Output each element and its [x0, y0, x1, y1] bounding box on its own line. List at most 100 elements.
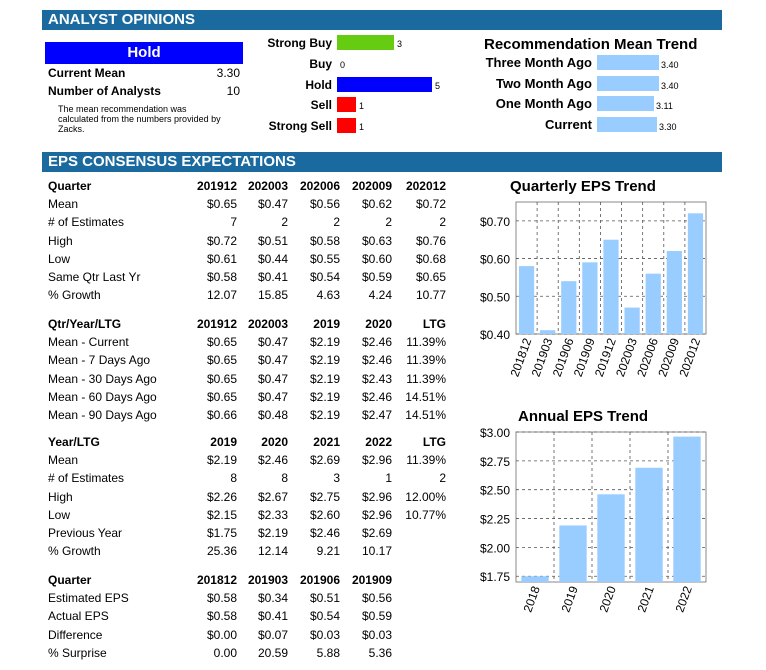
table-cell: 5.88 [316, 646, 340, 660]
table-cell: 5.36 [368, 646, 392, 660]
rec-count: 1 [359, 122, 365, 132]
table-cell: $0.65 [206, 372, 237, 386]
table-header-cell: 202006 [299, 179, 340, 193]
table-cell: $0.34 [257, 591, 288, 605]
x-tick-label: 2019 [559, 584, 581, 614]
trend-label: Two Month Ago [495, 76, 592, 91]
bar [559, 525, 587, 582]
table-cell: $2.19 [257, 526, 288, 540]
table-cell: $0.72 [206, 234, 237, 248]
table-cell: $0.56 [309, 197, 340, 211]
bar [518, 266, 535, 334]
trend-label: Current [545, 117, 592, 132]
bar [635, 467, 663, 582]
table-cell: $2.96 [361, 490, 392, 504]
rec-count: 0 [340, 60, 346, 70]
table-cell: $2.75 [309, 490, 340, 504]
table-row-label: Low [48, 252, 71, 266]
table-cell: 10.77% [405, 508, 446, 522]
table-cell: 11.39% [406, 372, 446, 386]
table-cell: $2.33 [257, 508, 288, 522]
table-cell: $0.62 [361, 197, 392, 211]
rec-bar [337, 35, 394, 50]
table-header-cell: 2019 [210, 435, 237, 449]
x-tick-label: 2021 [635, 584, 657, 614]
table-cell: $0.65 [206, 353, 237, 367]
trend-bar [597, 96, 654, 111]
table-header-cell: 2022 [365, 435, 392, 449]
table-cell: 7 [230, 215, 237, 229]
rec-bar [337, 118, 356, 133]
rec-count: 3 [397, 39, 403, 49]
table-cell: $2.47 [361, 408, 392, 422]
table-cell: $0.44 [257, 252, 288, 266]
table-row-label: # of Estimates [48, 215, 125, 229]
table-header-cell: 202003 [247, 317, 288, 331]
table-cell: $0.66 [206, 408, 237, 422]
table-cell: $2.96 [361, 453, 392, 467]
table-header-cell: Quarter [48, 179, 92, 193]
table-cell: $2.19 [309, 335, 340, 349]
rec-count: 1 [359, 101, 365, 111]
table-cell: $0.48 [257, 408, 288, 422]
table-row-label: Mean [48, 197, 79, 211]
table-header-cell: 2021 [313, 435, 340, 449]
table-cell: $0.41 [257, 609, 288, 623]
bar [666, 251, 682, 334]
table-header-cell: 201909 [351, 573, 392, 587]
y-tick-label: $0.60 [480, 253, 510, 267]
table-cell: $0.61 [206, 252, 237, 266]
eps-consensus-header: EPS CONSENSUS EXPECTATIONS [42, 152, 722, 172]
table-row-label: % Growth [48, 544, 101, 558]
rec-count: 5 [435, 81, 441, 91]
table-header-cell: 201812 [196, 573, 237, 587]
table-cell: $0.51 [257, 234, 288, 248]
annual-chart-title: Annual EPS Trend [518, 408, 649, 425]
table-cell: $0.58 [206, 591, 237, 605]
table-cell: $2.60 [309, 508, 340, 522]
table-row-label: Previous Year [48, 526, 123, 540]
table-header-cell: 201912 [196, 179, 237, 193]
num-analysts-value: 10 [226, 84, 240, 98]
table-cell: $0.47 [257, 372, 288, 386]
x-tick-label: 2018 [521, 584, 543, 614]
trend-value: 3.40 [661, 60, 679, 70]
bar [687, 213, 704, 334]
table-cell: $0.65 [415, 270, 446, 284]
table-cell: $0.03 [309, 628, 340, 642]
table-cell: 1 [385, 471, 392, 485]
table-header-cell: 2020 [365, 317, 392, 331]
table-header-cell: 201912 [196, 317, 237, 331]
table-cell: $0.55 [309, 252, 340, 266]
rec-label: Buy [309, 57, 332, 71]
table-cell: $0.65 [206, 390, 237, 404]
table-cell: 10.77 [415, 288, 446, 302]
table-cell: 14.51% [405, 408, 446, 422]
table-cell: $2.46 [309, 526, 340, 540]
bar [673, 436, 701, 582]
trend-bar [597, 117, 657, 132]
table-row-label: High [48, 490, 73, 504]
table-cell: $2.46 [361, 390, 392, 404]
bar [603, 239, 619, 334]
y-tick-label: $2.50 [480, 484, 510, 498]
rec-label: Sell [310, 98, 332, 112]
table-cell: $0.58 [206, 609, 237, 623]
num-analysts-label: Number of Analysts [48, 84, 161, 98]
table-row-label: Mean - 7 Days Ago [48, 353, 151, 367]
table-cell: $2.46 [361, 335, 392, 349]
trend-value: 3.40 [661, 81, 679, 91]
table-row-label: Mean - Current [48, 335, 129, 349]
y-tick-label: $1.75 [480, 570, 510, 584]
table-cell: $0.56 [361, 591, 392, 605]
y-tick-label: $0.50 [480, 290, 510, 304]
table-cell: $0.72 [415, 197, 446, 211]
table-cell: 12.07 [206, 288, 237, 302]
table-cell: $0.60 [361, 252, 392, 266]
table-cell: $2.69 [309, 453, 340, 467]
table-cell: $0.59 [361, 270, 392, 284]
table-cell: $2.19 [309, 372, 340, 386]
bar [645, 273, 661, 334]
table-cell: $0.51 [309, 591, 340, 605]
table-cell: $2.19 [309, 353, 340, 367]
